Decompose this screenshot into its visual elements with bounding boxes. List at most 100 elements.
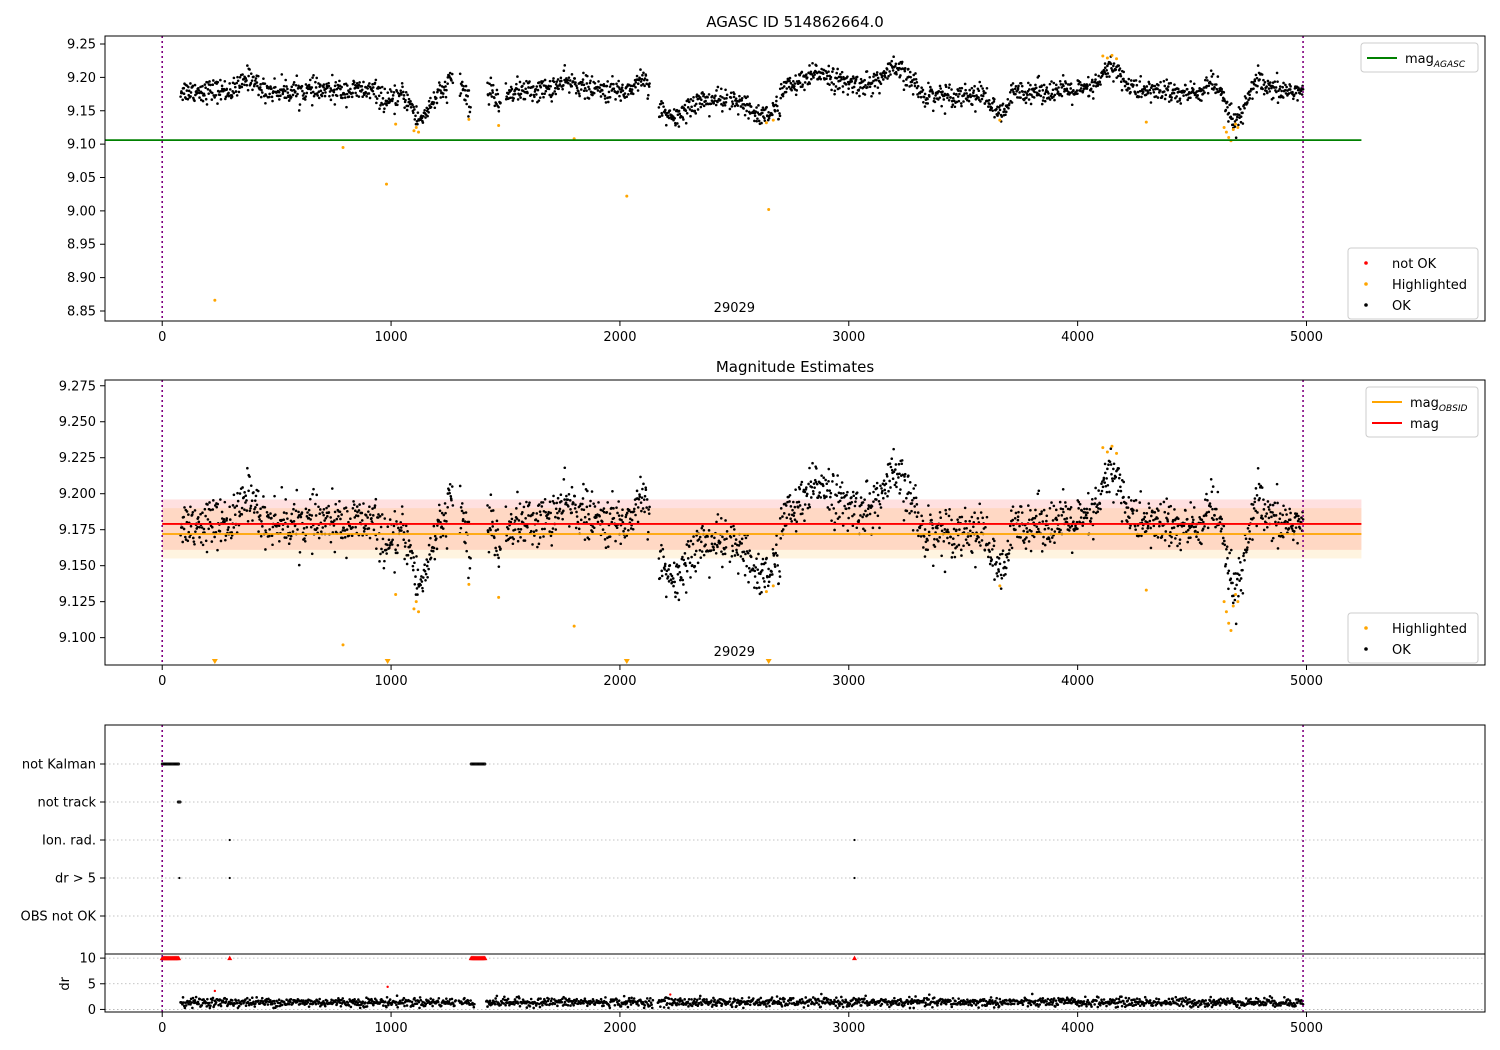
ok-point [282, 511, 286, 514]
ok-point [379, 552, 382, 556]
ok-point [749, 105, 753, 108]
ok-point [543, 78, 547, 82]
ok-point [223, 500, 227, 504]
ok-point [807, 482, 810, 486]
ok-point [1132, 79, 1136, 83]
ok-point [397, 526, 400, 530]
ok-point [1192, 82, 1196, 86]
ok-point [1225, 545, 1229, 548]
ok-point [617, 500, 620, 503]
ok-point [813, 73, 816, 76]
ok-point [390, 90, 393, 93]
ok-point [259, 507, 262, 511]
dr-point [188, 999, 192, 1003]
ok-point [612, 82, 615, 86]
ok-point [855, 526, 859, 530]
flag-marker [853, 838, 856, 842]
ok-point [575, 510, 578, 514]
ok-point [999, 587, 1003, 590]
ok-point [627, 508, 631, 512]
ok-point [388, 88, 392, 91]
ok-point [253, 79, 257, 82]
ok-point [271, 543, 274, 547]
ok-point [952, 99, 956, 103]
ok-point [464, 84, 468, 88]
ok-point [268, 92, 271, 96]
dr-point [361, 1000, 365, 1003]
ok-point [586, 74, 589, 78]
x-tick-label: 3000 [832, 674, 865, 689]
ok-point [1155, 507, 1159, 510]
ok-point [615, 526, 619, 529]
ok-point [642, 71, 645, 75]
ok-point [604, 101, 608, 104]
ok-point [598, 86, 601, 90]
dr-point [518, 1004, 522, 1008]
ok-point [411, 103, 414, 107]
ok-point [1214, 91, 1217, 95]
ok-point [685, 569, 689, 573]
ok-point [1183, 89, 1186, 93]
ok-point [931, 564, 935, 568]
dr-point [277, 998, 281, 1001]
ok-point [885, 68, 889, 71]
ok-point [450, 72, 454, 76]
ok-point [744, 552, 747, 556]
ok-point [258, 86, 262, 89]
ok-point [204, 97, 208, 101]
ok-point [311, 492, 314, 496]
ok-point [248, 68, 251, 71]
ok-point [461, 517, 465, 521]
ok-point [588, 81, 592, 85]
ok-point [569, 507, 572, 511]
ok-point [1053, 93, 1057, 97]
ok-point [736, 104, 740, 107]
ok-point [1297, 517, 1301, 521]
ok-point [1053, 541, 1056, 544]
ok-point [191, 510, 195, 514]
dr-point [273, 1002, 277, 1005]
ok-point [1251, 97, 1254, 100]
ok-point [499, 547, 502, 550]
ok-point [1205, 492, 1208, 496]
ok-point [1229, 577, 1233, 580]
ok-point [245, 83, 249, 87]
ok-point [491, 509, 495, 512]
dr-point [348, 998, 351, 1001]
dr-point [244, 998, 247, 1001]
ok-point [1203, 498, 1207, 501]
ok-point [1061, 74, 1065, 77]
ok-point [728, 107, 732, 111]
ok-point [340, 513, 343, 516]
ok-point [216, 102, 219, 105]
ok-point [1239, 107, 1242, 111]
ok-point [736, 113, 740, 116]
ok-point [458, 72, 462, 76]
dr-point [473, 1002, 476, 1006]
dr-point [306, 1001, 310, 1004]
ok-point [731, 549, 735, 553]
ok-point [1114, 68, 1118, 71]
ok-point [719, 87, 723, 91]
y-tick-label: 9.175 [59, 523, 96, 538]
ok-point [374, 95, 378, 98]
ok-point [1045, 514, 1049, 518]
dr-point [431, 998, 435, 1002]
ok-point [859, 514, 862, 517]
ok-point [1177, 90, 1181, 93]
ok-point [619, 542, 623, 546]
ok-point [1152, 90, 1156, 94]
ok-point [982, 89, 985, 93]
ok-point [931, 526, 935, 530]
ok-point [820, 474, 823, 477]
ok-point [682, 583, 685, 586]
ok-point [429, 556, 433, 560]
ok-point [621, 521, 625, 524]
ok-point [574, 91, 578, 95]
ok-point [805, 492, 809, 496]
ok-point [917, 95, 920, 99]
ok-point [1215, 507, 1218, 511]
ok-point [1166, 512, 1170, 515]
ok-point [551, 92, 555, 95]
ok-point [1086, 84, 1089, 88]
